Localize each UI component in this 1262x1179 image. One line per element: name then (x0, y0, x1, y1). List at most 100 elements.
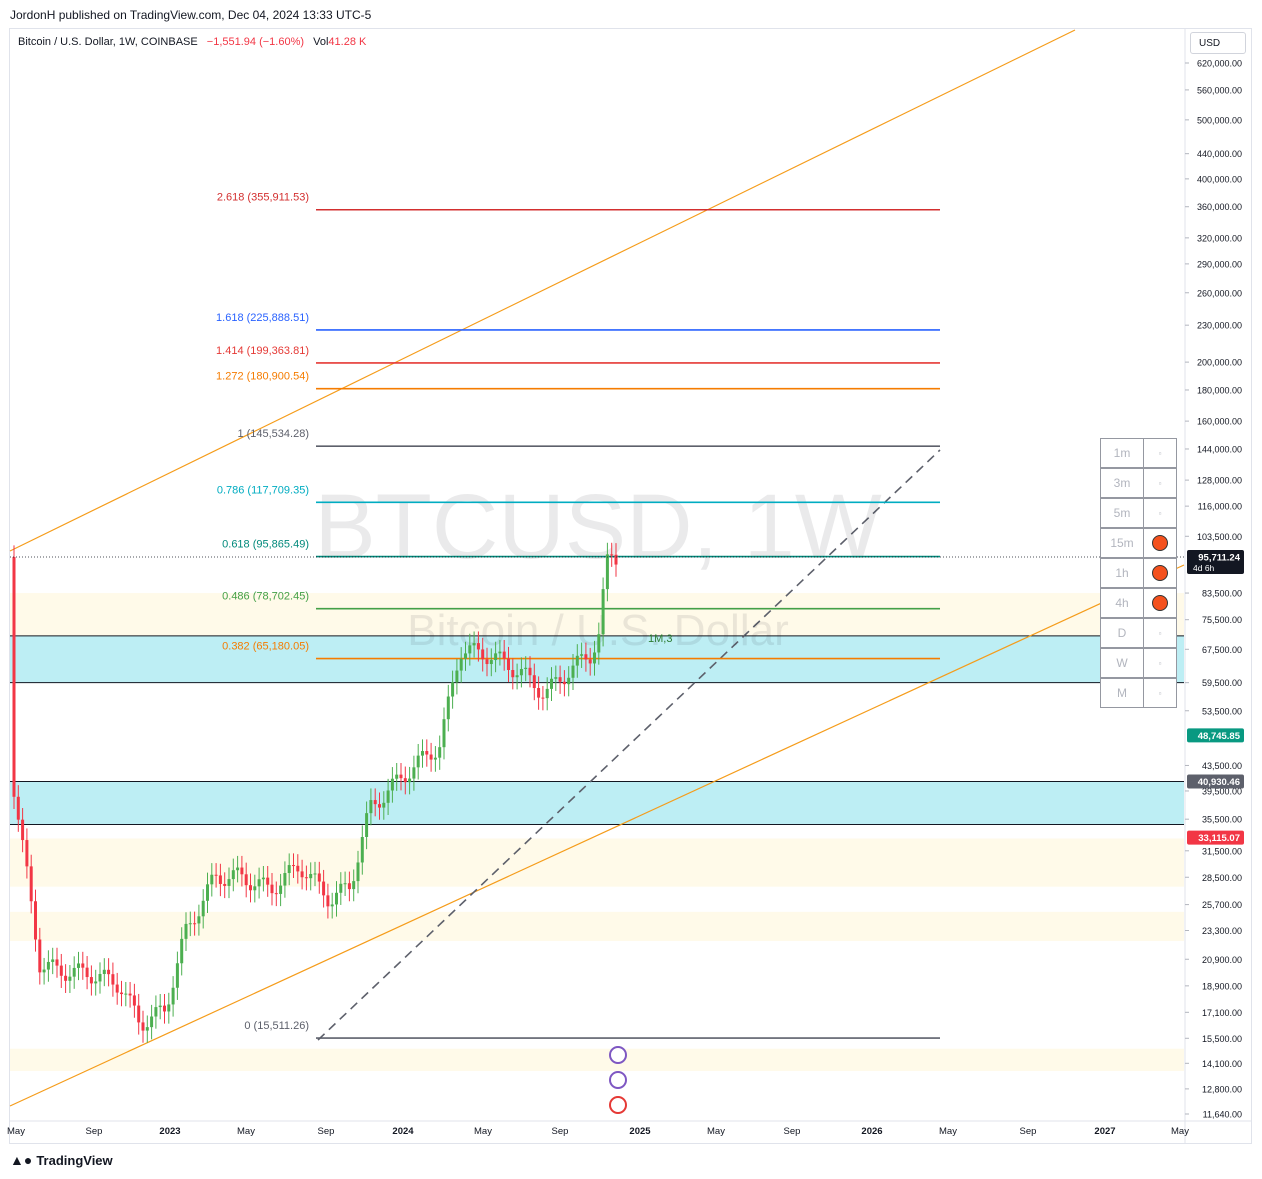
fib-label-0.382: 0.382 (65,180.05) (222, 641, 309, 653)
volume-value: 41.28 K (328, 36, 367, 48)
candle-body (550, 678, 553, 689)
currency-selector[interactable]: USD (1190, 32, 1246, 54)
candle-body (343, 883, 347, 885)
timeframe-row: 3m ▫ (1100, 468, 1178, 498)
candle-body (107, 969, 111, 975)
candle-body (34, 901, 37, 940)
candle-body (132, 995, 136, 1006)
candle-body (287, 865, 291, 874)
candle-body (386, 790, 390, 803)
candle-body (588, 659, 592, 664)
price-tick-label: 116,000.00 (1198, 502, 1242, 512)
candle-body (150, 1016, 154, 1028)
candle-body (438, 747, 442, 758)
candle-body (201, 900, 205, 917)
pattern-annotation: 1M,3 (648, 633, 672, 645)
candle-body (72, 967, 76, 977)
candle-body (558, 677, 562, 682)
time-tick-label: Sep (1020, 1126, 1037, 1137)
candle-body (55, 959, 59, 966)
candle-body (240, 867, 244, 875)
candle-body (85, 967, 89, 978)
price-tick-label: 320,000.00 (1197, 233, 1242, 243)
timeframe-row: 15m (1100, 528, 1178, 558)
price-tick-label: 53,500.00 (1202, 706, 1242, 716)
price-tick-label: 14,100.00 (1202, 1059, 1242, 1069)
candle-body (236, 867, 240, 871)
time-tick-label: 2023 (159, 1126, 180, 1137)
time-tick-label: May (237, 1126, 255, 1137)
candle-body (167, 1004, 171, 1012)
fib-label-1: 1 (145,534.28) (237, 428, 309, 440)
candle-body (141, 1022, 145, 1031)
candle-body (270, 884, 274, 894)
candle-body (464, 653, 467, 659)
candle-body (373, 800, 377, 805)
timeframe-row: 4h (1100, 588, 1178, 618)
candle-body (429, 754, 433, 760)
candle-body (515, 675, 519, 678)
time-tick-label: May (939, 1126, 957, 1137)
candle-body (369, 800, 373, 814)
candle-body (59, 965, 63, 976)
candle-body (378, 804, 381, 808)
candle-body (360, 837, 364, 863)
event-marker-icon (609, 1046, 627, 1064)
candle-body (485, 659, 489, 665)
price-tick-label: 35,500.00 (1202, 815, 1242, 825)
timeframe-row: W ▫ (1100, 648, 1178, 678)
candle-body (567, 677, 571, 685)
fib-label-2.618: 2.618 (355,911.53) (217, 192, 309, 204)
candle-body (614, 554, 618, 565)
timeframe-label: 5m (1100, 498, 1144, 528)
candle-body (206, 884, 209, 901)
price-tick-label: 28,500.00 (1202, 873, 1242, 883)
price-tick-label: 500,000.00 (1197, 115, 1242, 125)
candle-body (98, 973, 102, 982)
candle-body (124, 993, 128, 995)
fib-label-1.618: 1.618 (225,888.51) (216, 312, 309, 324)
symbol-info: Bitcoin / U.S. Dollar, 1W, COINBASE −1,5… (18, 36, 366, 48)
channel-lower-line (9, 564, 1185, 1107)
candle-body (279, 885, 283, 894)
time-tick-label: 2025 (629, 1126, 651, 1137)
candle-body (111, 974, 115, 985)
candle-body (472, 643, 476, 646)
symbol-name[interactable]: Bitcoin / U.S. Dollar, 1W, COINBASE (18, 36, 198, 48)
channel-upper-line (9, 29, 1076, 552)
fib-label-1.414: 1.414 (199,363.81) (216, 345, 309, 357)
candle-body (163, 1005, 166, 1012)
timeframe-label: 15m (1100, 528, 1144, 558)
chart-frame[interactable] (9, 28, 1252, 1144)
price-tick-label: 200,000.00 (1197, 358, 1242, 368)
candle-body (347, 883, 351, 890)
timeframe-label: 1h (1100, 558, 1144, 588)
time-tick-label: Sep (318, 1126, 335, 1137)
candle-body (38, 939, 42, 973)
price-label-text: 33,115.07 (1198, 833, 1240, 844)
candle-body (442, 719, 446, 748)
time-tick-label: 2027 (1094, 1126, 1115, 1137)
candle-body (128, 993, 132, 996)
candle-body (115, 984, 119, 993)
tradingview-footer[interactable]: ▲● TradingView (10, 1152, 113, 1168)
candle-body (468, 645, 472, 654)
price-tick-label: 160,000.00 (1197, 417, 1242, 427)
candle-body (352, 881, 356, 890)
price-label-box (1187, 830, 1244, 845)
candle-body (46, 961, 50, 970)
candle-body (253, 886, 257, 891)
candle-body (137, 1005, 141, 1023)
empty-signal-icon: ▫ (1144, 678, 1177, 708)
timeframe-row: M ▫ (1100, 678, 1178, 708)
candle-body (408, 778, 412, 783)
candle-body (459, 658, 463, 671)
timeframe-row: 1m ▫ (1100, 438, 1178, 468)
publish-header: JordonH published on TradingView.com, De… (10, 8, 372, 22)
time-tick-label: 2024 (392, 1126, 414, 1137)
candle-body (296, 865, 300, 872)
candle-body (571, 665, 575, 678)
candle-body (502, 651, 506, 659)
price-tick-label: 75,500.00 (1202, 615, 1242, 625)
